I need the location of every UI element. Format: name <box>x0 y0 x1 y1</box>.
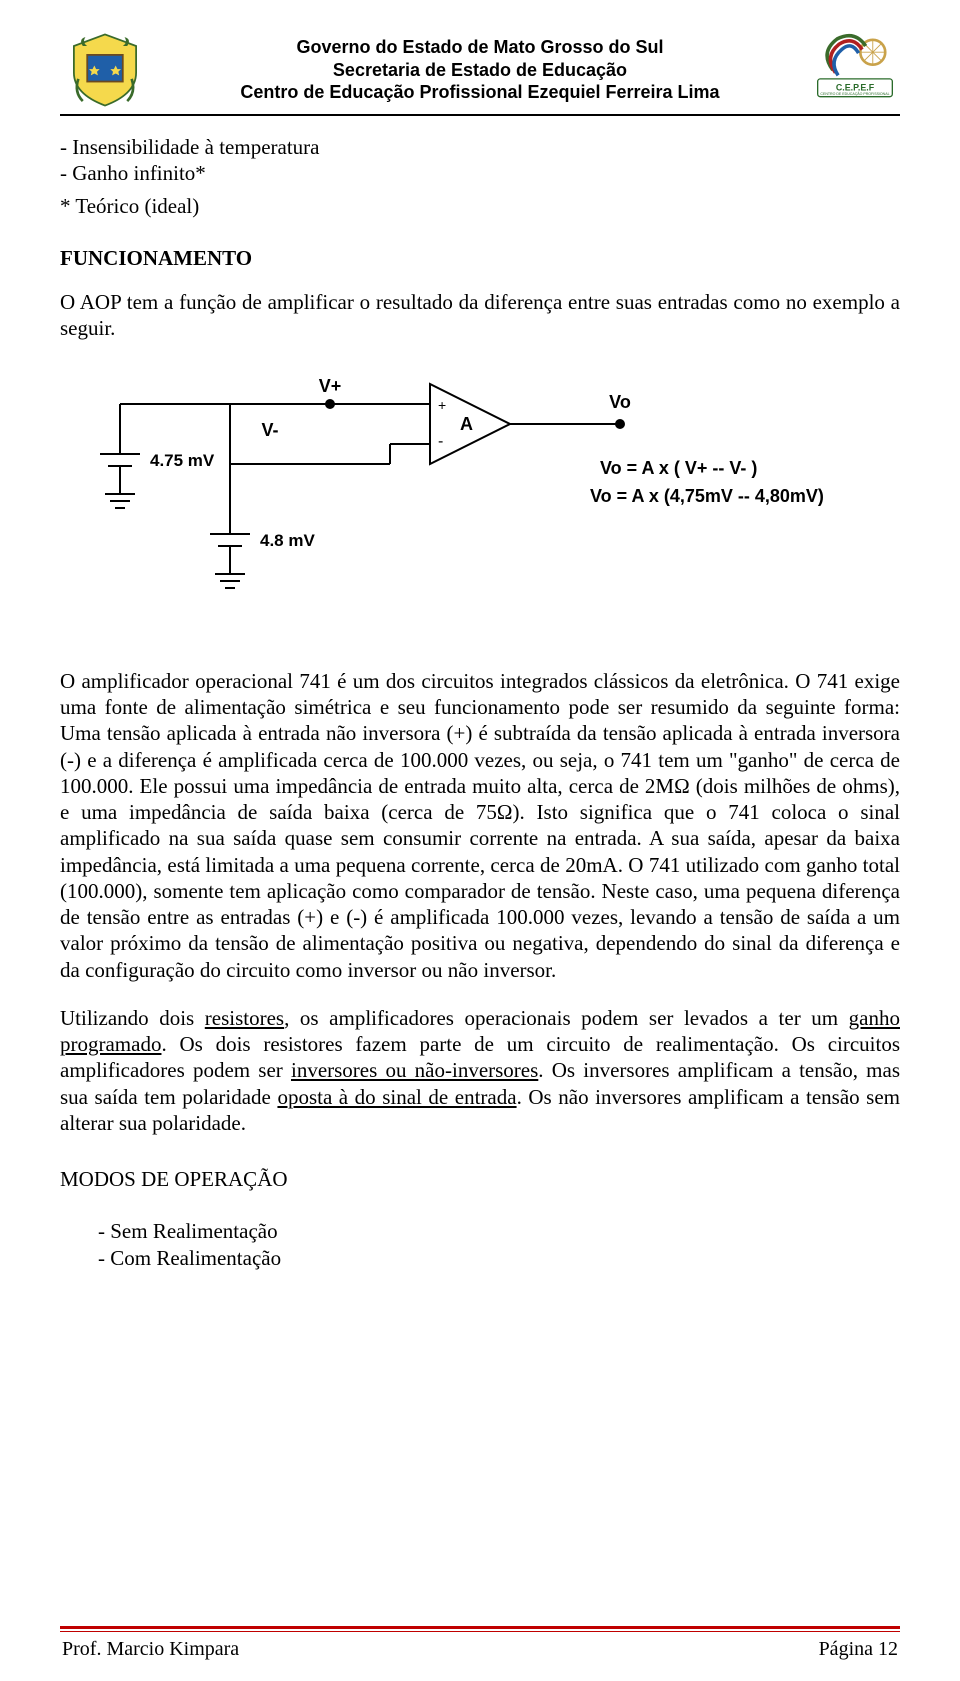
modos-item-2: - Com Realimentação <box>98 1245 900 1271</box>
diagram-src1-label: 4.75 mV <box>150 451 215 470</box>
section-funcionamento-title: FUNCIONAMENTO <box>60 245 900 271</box>
section-modos-title: MODOS DE OPERAÇÃO <box>60 1166 900 1192</box>
opamp-circuit-diagram: V+ V- + - A Vo 4.75 mV 4.8 mV Vo = A x (… <box>60 364 900 640</box>
p2-u3: inversores ou não-inversores <box>291 1058 538 1082</box>
main-paragraph-1: O amplificador operacional 741 é um dos … <box>60 668 900 983</box>
cepef-logo-text: C.E.P.E.F <box>836 82 875 92</box>
cepef-logo-sub: CENTRO DE EDUCAÇÃO PROFISSIONAL <box>820 91 889 96</box>
diagram-eq2: Vo = A x (4,75mV -- 4,80mV) <box>590 486 824 506</box>
main-paragraph-2: Utilizando dois resistores, os amplifica… <box>60 1005 900 1136</box>
footer-author: Prof. Marcio Kimpara <box>62 1638 239 1661</box>
header-line-3: Centro de Educação Profissional Ezequiel… <box>150 81 810 104</box>
p2-pre: Utilizando dois <box>60 1006 205 1030</box>
diagram-eq1: Vo = A x ( V+ -- V- ) <box>600 458 757 478</box>
intro-item-2: - Ganho infinito* <box>60 160 900 186</box>
state-crest-logo <box>60 30 150 110</box>
diagram-a-label: A <box>460 414 473 434</box>
footer-page-number: Página 12 <box>819 1638 898 1661</box>
p2-u1: resistores <box>205 1006 284 1030</box>
document-header: Governo do Estado de Mato Grosso do Sul … <box>60 30 900 116</box>
p2-u4: oposta à do sinal de entrada <box>277 1085 516 1109</box>
footer-rule <box>60 1626 900 1629</box>
cepef-logo: C.E.P.E.F CENTRO DE EDUCAÇÃO PROFISSIONA… <box>810 30 900 110</box>
intro-item-1: - Insensibilidade à temperatura <box>60 134 900 160</box>
diagram-vo-label: Vo <box>609 392 631 412</box>
header-line-1: Governo do Estado de Mato Grosso do Sul <box>150 36 810 59</box>
diagram-plus-sign: + <box>438 397 446 413</box>
diagram-vplus-label: V+ <box>319 376 342 396</box>
modos-item-1: - Sem Realimentação <box>98 1218 900 1244</box>
p2-mid1: , os amplificadores operacionais podem s… <box>284 1006 849 1030</box>
diagram-src2-label: 4.8 mV <box>260 531 315 550</box>
header-line-2: Secretaria de Estado de Educação <box>150 59 810 82</box>
funcionamento-p1: O AOP tem a função de amplificar o resul… <box>60 289 900 342</box>
diagram-vminus-label: V- <box>261 420 278 440</box>
diagram-minus-sign: - <box>438 433 443 450</box>
intro-footnote: * Teórico (ideal) <box>60 193 900 219</box>
